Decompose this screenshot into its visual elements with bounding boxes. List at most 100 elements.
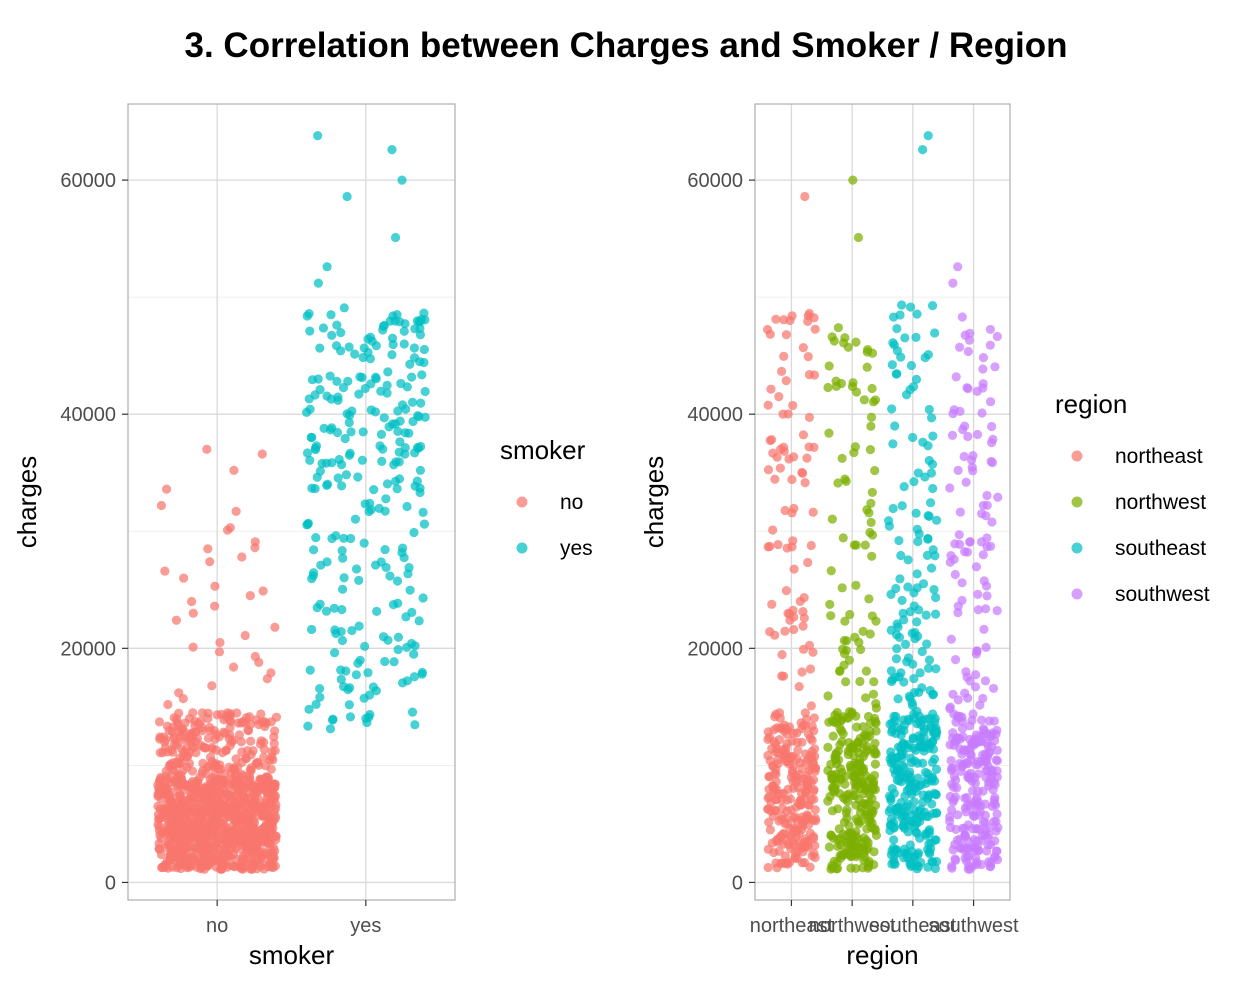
data-point [788,837,799,847]
data-point [905,607,915,617]
data-point [371,341,381,351]
data-point [407,372,417,382]
data-point [353,658,363,668]
data-point [952,783,962,793]
data-point [180,837,190,848]
data-point [770,474,780,484]
legend-key [1071,542,1083,554]
data-point [853,743,863,753]
data-point [219,715,229,725]
data-point [207,857,217,867]
data-point [984,823,994,833]
data-point [332,320,342,330]
data-point [307,624,317,635]
data-point [307,432,317,442]
data-point [886,625,896,635]
data-point [412,476,422,486]
data-point [927,301,938,311]
data-point [891,654,902,664]
data-point [945,483,955,493]
data-point [763,804,773,814]
data-point [327,458,337,468]
data-point [804,308,814,319]
data-point [988,785,998,795]
data-point [867,487,877,498]
data-point [397,175,407,185]
data-point [393,598,403,608]
data-point [791,847,801,857]
data-point [954,530,964,540]
data-point [415,465,426,475]
data-point [158,747,168,758]
data-point [389,657,399,667]
data-point [914,687,924,697]
data-point [315,692,325,702]
data-point [257,449,267,459]
data-point [763,750,773,761]
data-point [992,809,1002,819]
data-point [770,794,780,805]
data-point [372,606,382,616]
data-point [838,793,849,803]
data-point [268,779,278,789]
data-point [853,833,863,844]
data-point [893,848,903,858]
data-point [865,445,876,455]
data-point [214,647,225,657]
data-point [772,723,782,733]
data-point [932,515,942,525]
data-point [766,434,777,445]
data-point [322,480,332,491]
data-point [809,713,819,723]
data-point [410,324,420,334]
data-point [210,601,220,611]
data-point [786,805,796,815]
data-point [176,822,187,832]
data-point [912,309,922,319]
data-point [410,720,420,730]
data-point [153,820,163,830]
data-point [778,788,789,798]
data-point [267,859,277,869]
data-point [381,562,391,573]
data-point [172,714,182,724]
data-point [307,574,317,584]
data-point [967,715,977,725]
y-tick-label: 20000 [60,638,116,660]
data-point [763,862,773,873]
data-point [385,571,395,581]
data-point [809,794,819,804]
data-point [417,669,427,679]
data-point [835,724,845,734]
data-point [900,333,910,343]
data-point [919,724,930,734]
data-point [401,612,411,622]
y-tick-label: 60000 [60,170,116,192]
data-point [203,733,213,743]
data-point [897,300,907,310]
data-point [951,824,961,834]
data-point [983,741,993,751]
data-point [402,382,412,392]
data-point [315,343,325,353]
data-point [960,793,970,803]
data-point [785,794,795,804]
data-point [835,740,845,750]
legend-label: northeast [1115,445,1203,468]
data-point [965,864,975,874]
data-point [805,828,816,838]
data-point [350,514,361,524]
data-point [312,472,322,482]
data-point [903,853,913,863]
data-point [217,748,228,758]
data-point [871,616,881,626]
legend-key [1071,496,1083,508]
data-point [845,760,855,770]
data-point [865,629,875,639]
data-point [365,332,376,342]
data-point [924,655,935,665]
data-point [175,848,186,858]
data-point [984,778,994,788]
data-point [798,621,808,631]
data-point [833,323,843,333]
